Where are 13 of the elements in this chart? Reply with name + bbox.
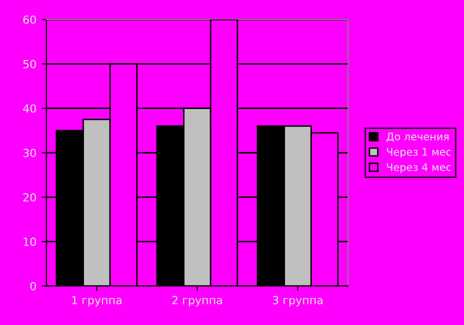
y-tick-label: 10 (24, 238, 36, 246)
y-tick-label: 30 (23, 148, 36, 158)
x-tick-label: 3 группа (272, 296, 322, 306)
x-tick-label: 1 группа (72, 296, 122, 306)
legend-label: Через 4 мес (386, 163, 451, 174)
y-tick-label: 40 (23, 104, 36, 113)
y-tick-label: 50 (23, 60, 36, 68)
legend-label: Через 1 мес (386, 148, 451, 158)
y-tick-label: 20 (23, 193, 36, 202)
y-tick-label: 0 (30, 282, 36, 290)
legend-label: До лечения (386, 132, 449, 142)
x-tick-label: 2 группа (172, 296, 222, 306)
y-tick-label: 60 (23, 15, 36, 24)
